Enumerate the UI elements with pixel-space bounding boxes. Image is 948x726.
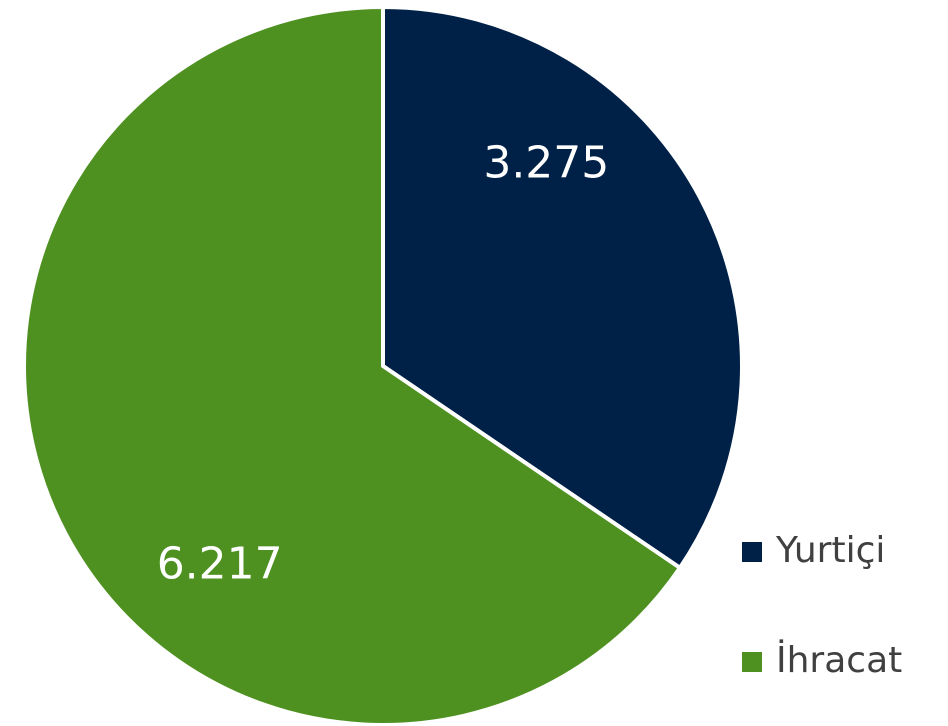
data-label: 6.217 [157,538,283,589]
legend-swatch [742,542,762,562]
pie-slice [22,4,683,726]
legend-swatch [742,652,762,672]
pie-slice [381,4,744,571]
data-label: 3.275 [483,138,609,189]
legend-label: Yurtiçi [775,530,885,571]
legend-label: İhracat [776,639,902,681]
